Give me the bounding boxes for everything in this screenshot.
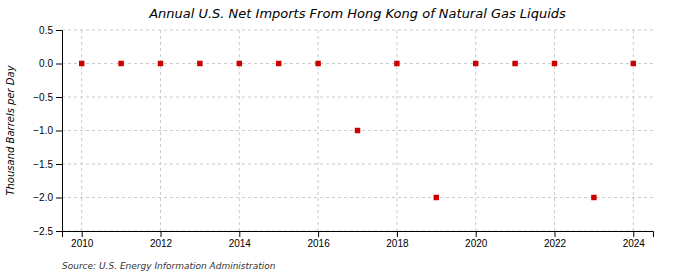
point	[473, 61, 478, 66]
y-axis: 0.5 0.0 −0.5 −1.0 −1.5 −2.0 −2.5	[33, 25, 62, 237]
x-tick-label: 2012	[150, 238, 173, 249]
point	[158, 61, 163, 66]
y-tick-mark	[56, 198, 62, 199]
grid-line-x	[396, 30, 397, 231]
y-tick-label: −1.5	[33, 159, 53, 170]
point	[355, 128, 360, 133]
y-tick: −2.5	[33, 226, 62, 237]
x-tick-mark	[633, 231, 634, 237]
y-tick-mark	[56, 231, 62, 232]
y-tick-label: 0.0	[39, 58, 53, 69]
point	[79, 61, 84, 66]
x-tick-mark	[397, 231, 398, 237]
point	[591, 195, 596, 200]
x-tick: 2010	[71, 231, 94, 249]
y-tick-label: −1.0	[33, 125, 53, 136]
grid-line-y	[62, 63, 653, 64]
x-tick: 2020	[465, 231, 488, 249]
y-tick-mark	[56, 30, 62, 31]
x-tick: 2016	[307, 231, 330, 249]
x-tick-label: 2024	[623, 238, 646, 249]
y-tick-label: 0.5	[39, 25, 53, 36]
y-axis-label: Thousand Barrels per Day	[5, 64, 16, 195]
x-axis-line	[63, 232, 654, 238]
x-tick-label: 2022	[544, 238, 567, 249]
y-tick-mark	[56, 64, 62, 65]
y-tick-label: −2.5	[33, 226, 53, 237]
point	[118, 61, 123, 66]
y-tick: 0.5	[39, 25, 62, 36]
y-tick: −1.0	[33, 125, 62, 136]
grid-line-x	[81, 30, 82, 231]
y-axis-line	[56, 31, 63, 232]
x-tick-mark	[555, 231, 556, 237]
point	[631, 61, 636, 66]
point	[394, 61, 399, 66]
y-tick-label: −0.5	[33, 92, 53, 103]
y-tick: −2.0	[33, 192, 62, 203]
x-tick-mark	[161, 231, 162, 237]
point	[552, 61, 557, 66]
point	[276, 61, 281, 66]
title: Annual U.S. Net Imports From Hong Kong o…	[148, 6, 566, 21]
grid-line-x	[633, 30, 634, 231]
grid	[62, 30, 653, 231]
y-tick: −1.5	[33, 159, 62, 170]
point	[512, 61, 517, 66]
y-tick-mark	[56, 97, 62, 98]
grid-line-y	[62, 30, 653, 31]
grid-line-x	[318, 30, 319, 231]
x-tick-label: 2016	[307, 238, 330, 249]
grid-line-y	[62, 164, 653, 165]
x-tick-label: 2010	[71, 238, 94, 249]
x-tick-mark	[318, 231, 319, 237]
y-tick: −0.5	[33, 92, 62, 103]
x-tick-mark	[82, 231, 83, 237]
x-tick: 2022	[544, 231, 567, 249]
x-tick: 2024	[623, 231, 646, 249]
point	[315, 61, 320, 66]
grid-line-x	[239, 30, 240, 231]
x-tick-mark	[476, 231, 477, 237]
y-tick: 0.0	[39, 58, 62, 69]
x-tick-label: 2014	[229, 238, 252, 249]
x-tick: 2014	[229, 231, 252, 249]
x-tick-label: 2018	[386, 238, 409, 249]
y-tick-mark	[56, 164, 62, 165]
y-tick-mark	[56, 131, 62, 132]
x-tick: 2018	[386, 231, 409, 249]
grid-line-y	[62, 97, 653, 98]
plot-area: 2010 2012 2014 2016 2018 2020 2022 2024 0.5 0.0 −0…	[33, 25, 653, 249]
grid-line-x	[475, 30, 476, 231]
x-tick: 2012	[150, 231, 173, 249]
grid-line-x	[554, 30, 555, 231]
chart: 2010 2012 2014 2016 2018 2020 2022 2024 0.5 0.0 −0…	[0, 0, 675, 275]
x-axis: 2010 2012 2014 2016 2018 2020 2022 2024	[63, 231, 654, 249]
source-note: Source: U.S. Energy Information Administ…	[62, 261, 276, 271]
point	[237, 61, 242, 66]
y-tick-label: −2.0	[33, 192, 53, 203]
x-tick-label: 2020	[465, 238, 488, 249]
x-tick-mark	[239, 231, 240, 237]
grid-line-x	[160, 30, 161, 231]
grid-line-y	[62, 197, 653, 198]
point	[197, 61, 202, 66]
point	[434, 195, 439, 200]
points	[79, 61, 636, 200]
